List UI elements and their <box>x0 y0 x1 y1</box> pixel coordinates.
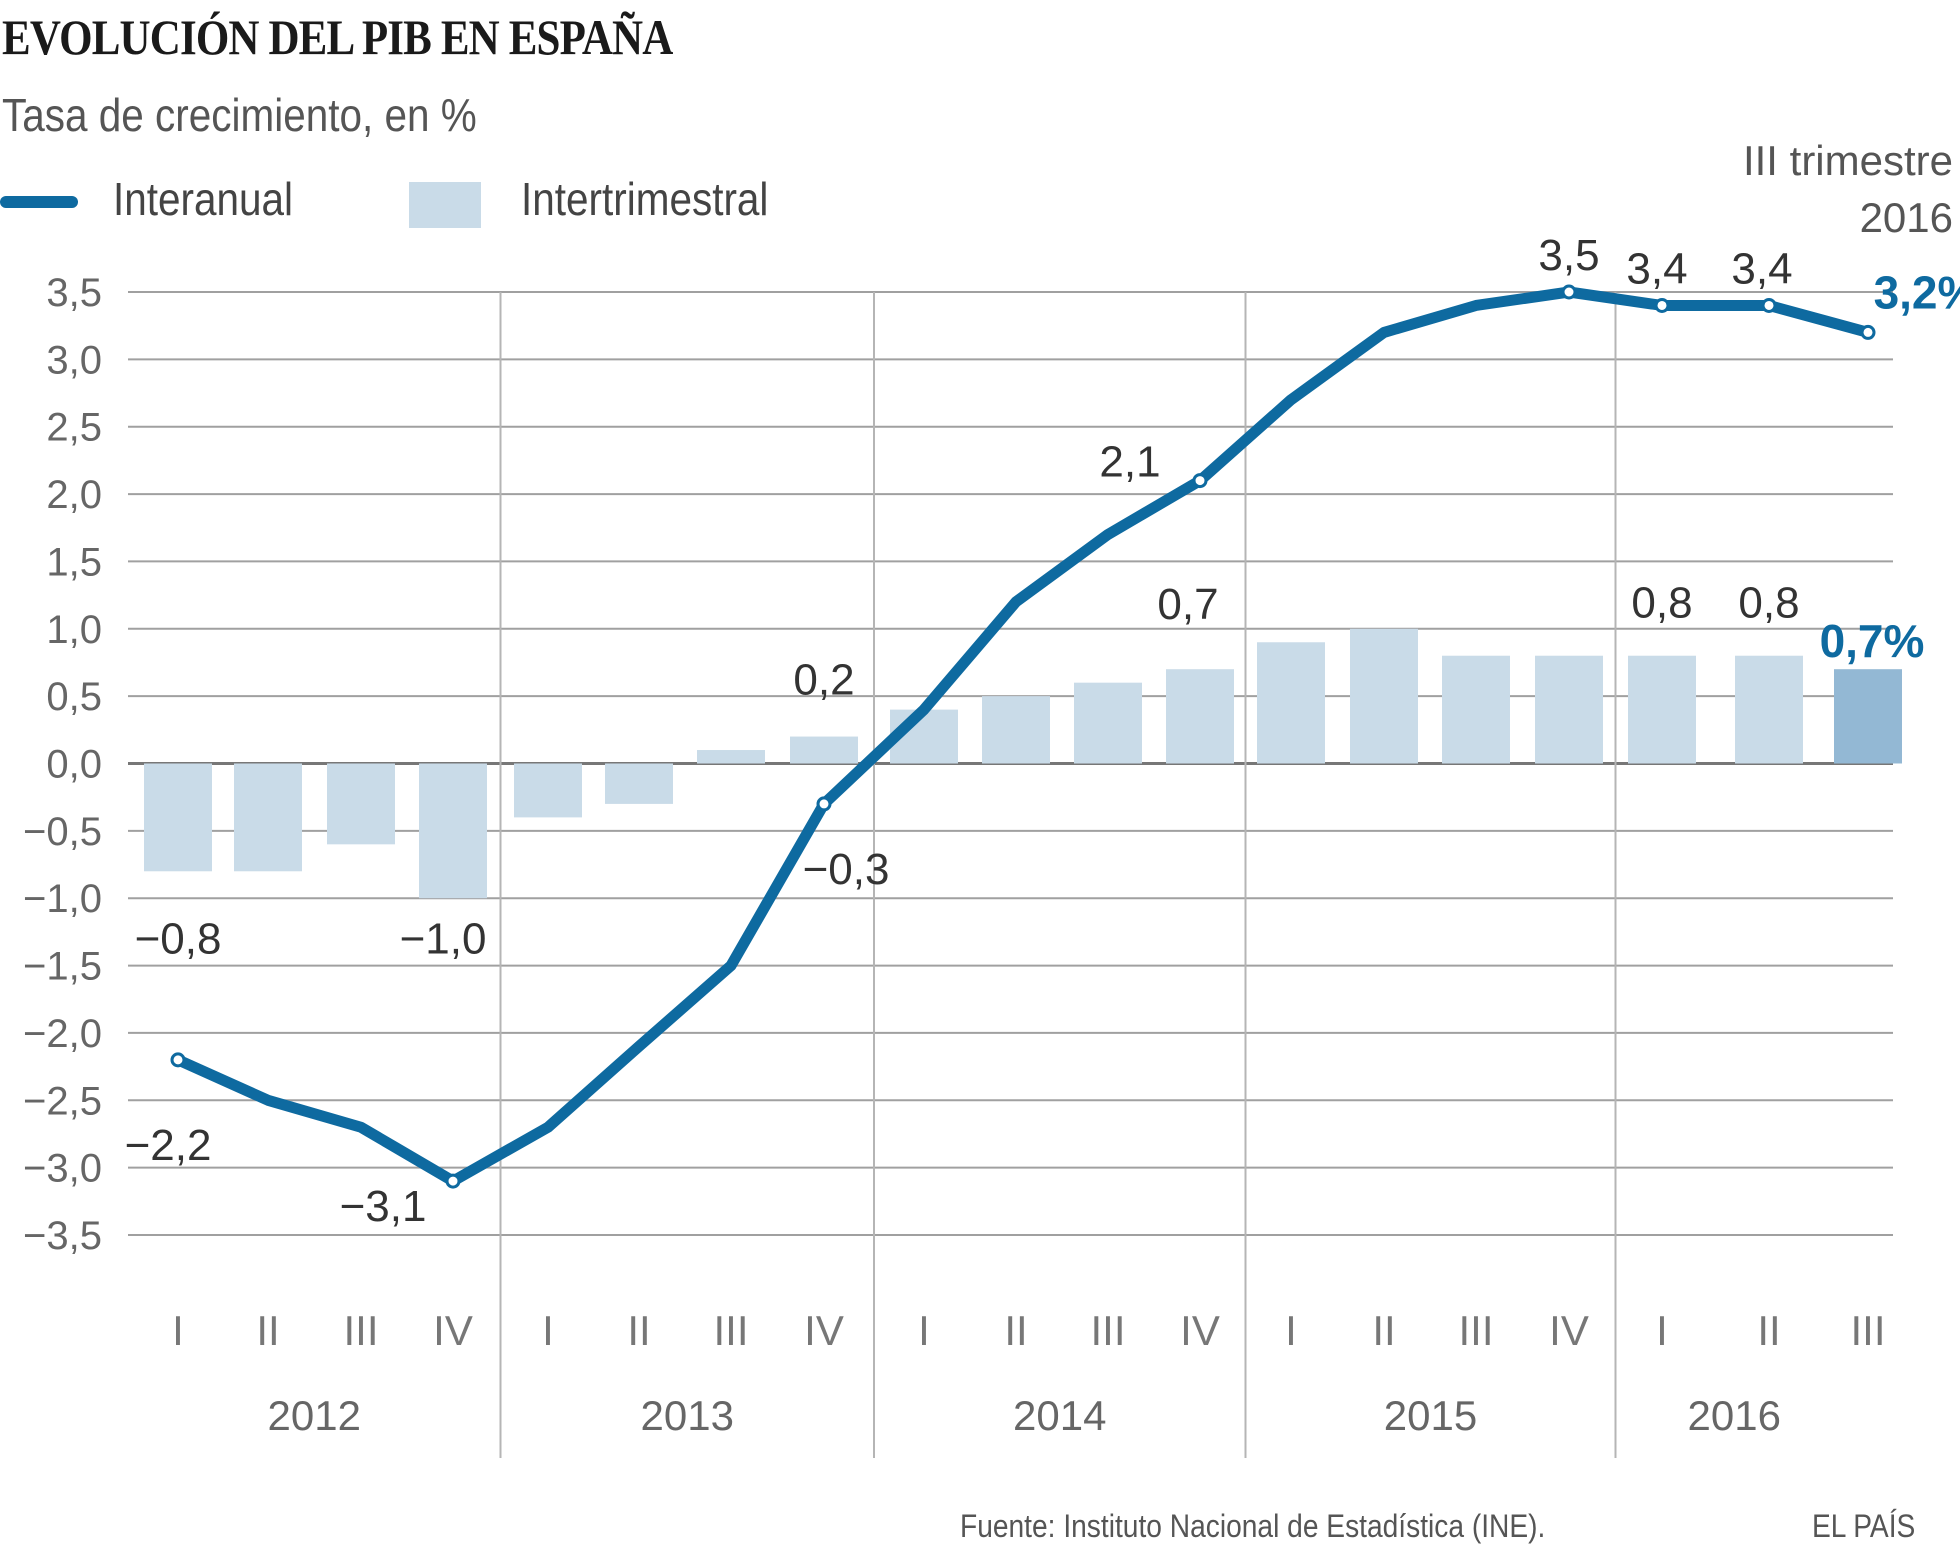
line-marker <box>170 1052 186 1068</box>
x-quarter-label: IV <box>804 1307 844 1354</box>
bar <box>697 750 765 764</box>
data-label: 0,8 <box>1738 579 1799 628</box>
y-tick-label: 0,0 <box>46 743 102 787</box>
y-tick-label: 1,5 <box>46 540 102 584</box>
data-label: −1,0 <box>400 915 487 964</box>
data-label: −3,1 <box>340 1182 427 1231</box>
bar <box>514 763 582 818</box>
x-quarter-label: II <box>627 1307 650 1354</box>
y-axis-ticks: 3,5 3,0 2,5 2,0 1,5 1,0 0,5 0,0 −0,5 −1,0 −1,5 −2,0… <box>23 271 102 1258</box>
data-label: 0,2 <box>793 656 854 705</box>
x-quarter-label: IV <box>433 1307 473 1354</box>
x-year-label: 2013 <box>641 1392 734 1439</box>
data-labels: −0,8 −1,0 0,2 0,7 0,8 0,8 0,7% −2,2 −3,1 −0,3 2,1 3… <box>125 231 1960 1231</box>
x-quarter-label: II <box>1004 1307 1027 1354</box>
x-quarter-label: III <box>1850 1307 1885 1354</box>
data-label: 2,1 <box>1099 438 1160 487</box>
year-dividers <box>499 292 1617 1458</box>
bar-series-intertrimestral <box>144 628 1902 899</box>
period-annotation-line2: 2016 <box>1860 194 1953 241</box>
x-quarter-label: I <box>172 1307 184 1354</box>
data-label: 0,8 <box>1631 579 1692 628</box>
x-quarter-label: III <box>1090 1307 1125 1354</box>
x-quarter-label: IV <box>1180 1307 1220 1354</box>
x-year-label: 2012 <box>268 1392 361 1439</box>
data-label: 3,4 <box>1626 244 1687 293</box>
line-series-interanual <box>170 284 1876 1189</box>
y-tick-label: 3,0 <box>46 338 102 382</box>
bar <box>419 763 487 899</box>
y-tick-label: −2,0 <box>23 1012 102 1056</box>
y-tick-label: −3,0 <box>23 1147 102 1191</box>
bar <box>1628 655 1696 764</box>
legend-label-interanual: Interanual <box>113 173 294 225</box>
line-marker <box>445 1173 461 1189</box>
data-label: −0,8 <box>135 915 222 964</box>
bar <box>605 763 673 804</box>
x-year-label: 2014 <box>1013 1392 1106 1439</box>
x-quarter-label: III <box>1458 1307 1493 1354</box>
line-marker <box>1654 297 1670 313</box>
bar <box>1166 669 1234 764</box>
x-year-label: 2015 <box>1384 1392 1477 1439</box>
bar <box>1442 655 1510 764</box>
y-tick-label: −1,0 <box>23 877 102 921</box>
data-label: 3,5 <box>1538 231 1599 280</box>
x-year-label: 2016 <box>1688 1392 1781 1439</box>
bar <box>1834 669 1902 764</box>
y-tick-label: 2,0 <box>46 473 102 517</box>
bar <box>1535 655 1603 764</box>
y-tick-label: −3,5 <box>23 1214 102 1258</box>
bar <box>1735 655 1803 764</box>
x-quarter-label: I <box>1656 1307 1668 1354</box>
legend-bar-swatch <box>409 182 481 228</box>
bar <box>982 696 1050 764</box>
chart-subtitle: Tasa de crecimiento, en % <box>2 89 477 141</box>
line-marker <box>816 796 832 812</box>
x-quarter-label: I <box>1285 1307 1297 1354</box>
y-tick-label: 1,0 <box>46 608 102 652</box>
bar <box>1350 628 1418 764</box>
x-quarter-label: III <box>713 1307 748 1354</box>
data-label: 0,7 <box>1157 580 1218 629</box>
x-quarter-label: I <box>542 1307 554 1354</box>
bar <box>1074 682 1142 764</box>
x-quarter-label: IV <box>1549 1307 1589 1354</box>
line-marker <box>1860 324 1876 340</box>
y-tick-label: −0,5 <box>23 810 102 854</box>
x-quarter-label: II <box>1372 1307 1395 1354</box>
period-annotation-line1: III trimestre <box>1743 137 1953 184</box>
chart-title: EVOLUCIÓN DEL PIB EN ESPAÑA <box>2 9 673 65</box>
y-tick-label: 0,5 <box>46 675 102 719</box>
bar <box>234 763 302 872</box>
line-marker <box>1192 473 1208 489</box>
y-tick-label: 3,5 <box>46 271 102 315</box>
data-label-highlight: 0,7% <box>1820 615 1925 667</box>
data-label-highlight: 3,2% <box>1874 266 1960 318</box>
data-label: −0,3 <box>803 845 890 894</box>
y-tick-label: 2,5 <box>46 406 102 450</box>
line-marker <box>1761 297 1777 313</box>
data-label: −2,2 <box>125 1121 212 1170</box>
x-quarter-label: III <box>343 1307 378 1354</box>
line-marker <box>1561 284 1577 300</box>
legend-label-intertrimestral: Intertrimestral <box>521 173 769 225</box>
bar <box>790 736 858 764</box>
x-quarter-label: I <box>918 1307 930 1354</box>
y-tick-label: −1,5 <box>23 945 102 989</box>
bar <box>144 763 212 872</box>
legend-line-swatch <box>0 196 78 208</box>
y-tick-label: −2,5 <box>23 1079 102 1123</box>
bar <box>327 763 395 845</box>
x-quarter-label: II <box>1757 1307 1780 1354</box>
bar <box>1257 642 1325 764</box>
brand-credit: EL PAÍS <box>1812 1508 1916 1544</box>
data-label: 3,4 <box>1731 244 1792 293</box>
x-quarter-label: II <box>256 1307 279 1354</box>
source-note: Fuente: Instituto Nacional de Estadístic… <box>960 1508 1546 1544</box>
